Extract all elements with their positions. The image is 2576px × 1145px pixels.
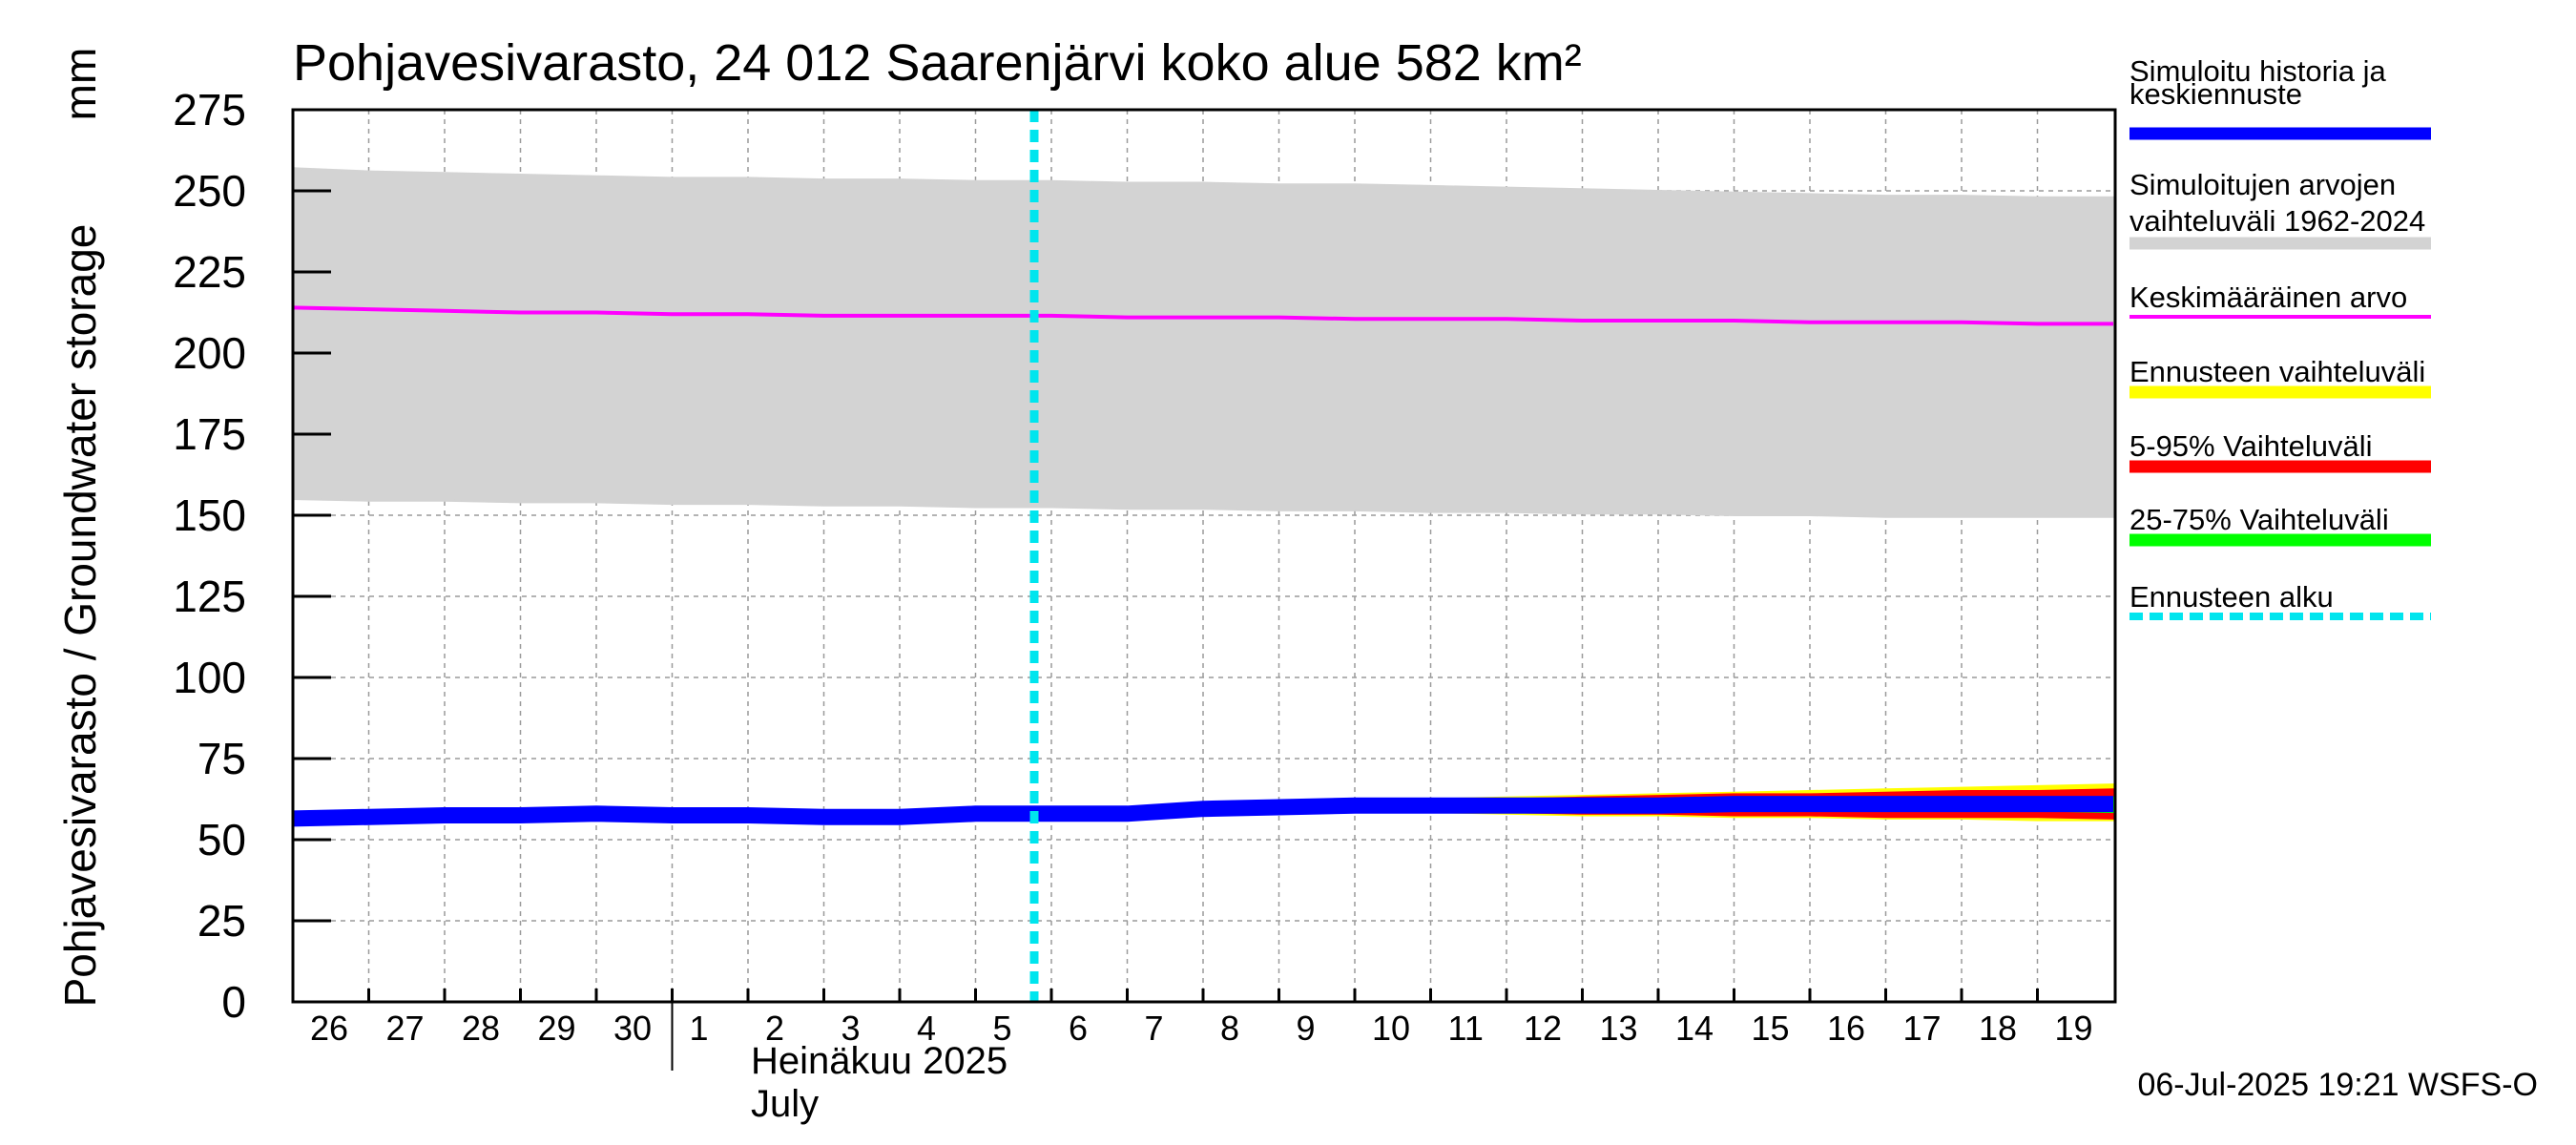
legend-label: keskiennuste (2129, 77, 2302, 111)
x-tick-label: 29 (538, 1009, 576, 1048)
x-tick-label: 17 (1903, 1009, 1942, 1048)
legend-label: 25-75% Vaihteluväli (2129, 503, 2389, 536)
x-tick-label: 27 (386, 1009, 425, 1048)
x-tick-label: 5 (993, 1009, 1012, 1048)
month-label-fi: Heinäkuu 2025 (751, 1040, 1008, 1082)
x-tick-label: 13 (1600, 1009, 1638, 1048)
chart-title: Pohjavesivarasto, 24 012 Saarenjärvi kok… (293, 34, 1582, 92)
x-tick-label: 2 (765, 1009, 784, 1048)
y-tick-label: 125 (173, 572, 246, 621)
x-tick-label: 4 (917, 1009, 936, 1048)
series-line-keskim-r-inen-arvo (292, 305, 2113, 326)
legend-label: Ennusteen vaihteluväli (2129, 355, 2425, 388)
x-tick-label: 6 (1069, 1009, 1088, 1048)
legend-label: 5-95% Vaihteluväli (2129, 429, 2372, 463)
month-label-en: July (751, 1083, 819, 1125)
y-tick-label: 150 (173, 490, 246, 540)
x-tick-label: 7 (1145, 1009, 1164, 1048)
x-tick-label: 9 (1297, 1009, 1316, 1048)
plot-area (292, 110, 2114, 1002)
y-axis: 0 25 50 75 100 125 150 175 200 225 250 275 (173, 85, 331, 1027)
y-axis-label: Pohjavesivarasto / Groundwater storage (55, 224, 105, 1008)
series-line-simuloitu-historia-ja-keskiennuste (292, 796, 2113, 827)
footer-timestamp: 06-Jul-2025 19:21 WSFS-O (2137, 1067, 2538, 1103)
x-tick-label: 11 (1448, 1009, 1484, 1048)
legend-label: Ennusteen alku (2129, 580, 2334, 614)
x-tick-label: 26 (310, 1009, 348, 1048)
legend-label: Simuloitu historia ja (2129, 54, 2387, 88)
x-axis: 26 27 28 29 30 1 2 3 4 5 6 7 8 9 10 11 12 13 14 15 16 17 18 19 (291, 989, 2093, 1071)
y-tick-label: 100 (173, 653, 246, 702)
x-tick-label: 19 (2055, 1009, 2093, 1048)
y-tick-label: 0 (221, 977, 246, 1027)
y-tick-label: 50 (197, 815, 246, 864)
x-tick-label: 15 (1752, 1009, 1790, 1048)
y-tick-label: 25 (197, 896, 246, 946)
x-tick-label: 28 (462, 1009, 500, 1048)
y-tick-label: 250 (173, 166, 246, 216)
x-tick-label: 14 (1675, 1009, 1714, 1048)
y-tick-label: 275 (173, 85, 246, 135)
y-tick-label: 75 (197, 734, 246, 783)
x-tick-label: 8 (1220, 1009, 1239, 1048)
legend-label: vaihteluväli 1962-2024 (2129, 204, 2425, 238)
y-tick-label: 200 (173, 328, 246, 378)
y-axis-unit: mm (55, 48, 105, 121)
y-tick-label: 175 (173, 409, 246, 459)
series-band-simuloitujen-arvojen-vaihteluv-li-1962-2024 (292, 167, 2114, 518)
x-tick-label: 18 (1979, 1009, 2017, 1048)
x-tick-label: 30 (613, 1009, 652, 1048)
x-tick-label: 1 (690, 1009, 709, 1048)
x-tick-label: 16 (1827, 1009, 1865, 1048)
legend-label: Keskimääräinen arvo (2129, 281, 2407, 314)
x-tick-label: 12 (1524, 1009, 1562, 1048)
y-tick-label: 225 (173, 247, 246, 297)
legend-label: Simuloitujen arvojen (2129, 168, 2396, 201)
x-tick-label: 10 (1372, 1009, 1410, 1048)
x-tick-label: 3 (841, 1009, 861, 1048)
